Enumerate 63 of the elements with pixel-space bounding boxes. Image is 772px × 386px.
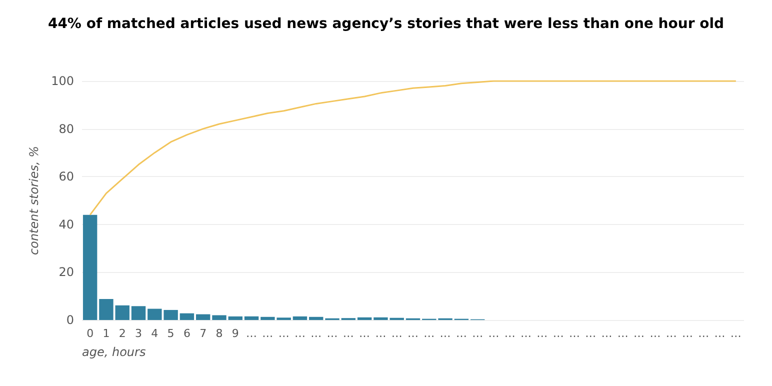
x-tick-label: 6	[183, 327, 190, 340]
y-tick-label: 100	[51, 74, 74, 88]
x-tick-label: …	[552, 327, 564, 340]
x-tick-label: 5	[167, 327, 174, 340]
x-axis-title: age, hours	[82, 345, 146, 359]
x-tick-label: 9	[232, 327, 239, 340]
x-tick-label: …	[730, 327, 742, 340]
x-tick-label: …	[359, 327, 370, 340]
x-tick-label: 7	[200, 327, 207, 340]
x-tick-label: …	[504, 327, 516, 340]
x-tick-label: …	[536, 327, 548, 340]
x-tick-label: …	[601, 327, 612, 340]
y-tick-label: 80	[58, 122, 74, 136]
x-tick-label: …	[682, 327, 693, 340]
x-tick-label: …	[617, 327, 628, 340]
x-tick-label: …	[520, 327, 532, 340]
x-tick-label: …	[568, 327, 580, 340]
bar	[115, 305, 130, 320]
bar	[292, 316, 308, 320]
x-tick-label: …	[262, 327, 274, 340]
bar	[357, 317, 372, 320]
chart-title: 44% of matched articles used news agency’s stories that were less than one hour old	[48, 16, 724, 32]
bar	[212, 315, 226, 320]
y-tick-label: 40	[58, 217, 74, 232]
bar	[228, 316, 242, 320]
x-tick-label: 8	[216, 327, 223, 340]
x-tick-label: …	[342, 327, 354, 340]
x-tick-label: …	[310, 327, 322, 340]
x-tick-label: …	[488, 327, 500, 340]
x-tick-label: 1	[102, 327, 110, 340]
bar	[99, 298, 114, 320]
x-tick-label: 4	[151, 327, 158, 340]
x-tick-label: …	[650, 327, 661, 340]
x-tick-label: …	[391, 327, 402, 340]
y-tick-label: 60	[58, 170, 74, 184]
line-series	[89, 80, 737, 216]
x-tick-label: …	[666, 327, 677, 340]
x-tick-label: …	[294, 327, 306, 340]
bar	[309, 316, 324, 320]
x-tick-label: …	[714, 327, 726, 340]
x-tick-label: …	[634, 327, 645, 340]
x-tick-label: 2	[118, 327, 126, 340]
bar	[82, 214, 98, 320]
x-tick-label: …	[326, 327, 338, 340]
x-tick-label: …	[698, 327, 710, 340]
y-tick-label: 20	[58, 265, 74, 280]
x-tick-label: …	[440, 327, 451, 340]
bar	[196, 314, 210, 320]
x-tick-label: …	[408, 327, 418, 340]
x-tick-label: 3	[135, 327, 142, 340]
x-tick-label: …	[246, 327, 258, 340]
bar	[131, 306, 146, 320]
y-axis-title: content stories, %	[27, 146, 42, 255]
x-tick-label: 0	[86, 327, 94, 340]
bar	[180, 313, 194, 320]
x-tick-label: …	[278, 327, 290, 340]
y-tick-label: 0	[66, 313, 74, 327]
x-tick-label: …	[456, 327, 467, 340]
x-tick-label: …	[424, 327, 435, 340]
x-tick-label: …	[375, 327, 386, 340]
x-tick-label: …	[585, 327, 596, 340]
x-tick-label: …	[472, 327, 484, 340]
bar	[244, 316, 259, 320]
